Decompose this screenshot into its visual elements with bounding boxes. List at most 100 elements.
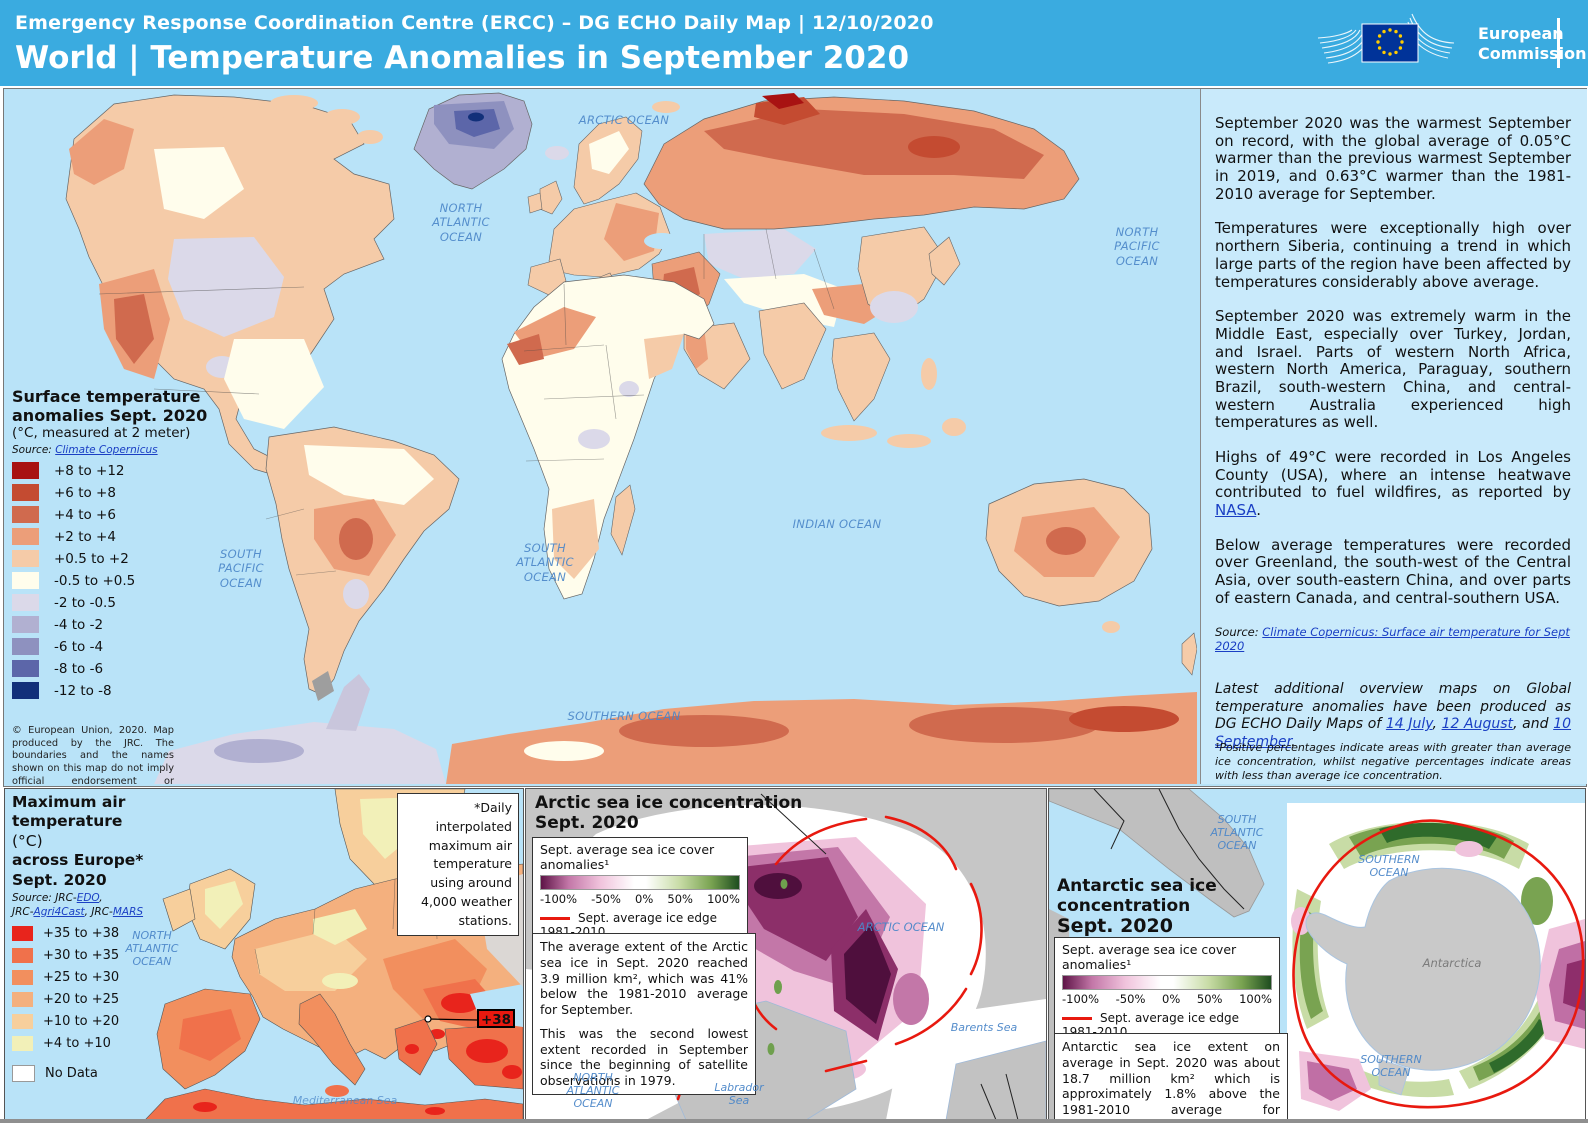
label-north-atlantic: NORTH ATLANTIC OCEAN	[125, 929, 179, 969]
label-north-atlantic-arc: NORTH ATLANTIC OCEAN	[566, 1071, 620, 1111]
map-link-14-july[interactable]: 14 July	[1385, 716, 1433, 732]
europe-note: *Daily interpolated maximum air temperat…	[397, 793, 519, 937]
label-south-atlantic: SOUTH ATLANTIC OCEAN	[1210, 813, 1264, 853]
antarctic-panel: Antarctic sea ice concentration Sept. 20…	[1048, 788, 1586, 1121]
world-map-svg	[65, 92, 1197, 784]
max-temp-callout: +38	[477, 1009, 515, 1028]
mars-link[interactable]: MARS	[112, 905, 144, 918]
legend-row: +4 to +10	[12, 1036, 144, 1052]
legend-swatch	[12, 484, 39, 502]
legend-row: +4 to +6	[12, 506, 208, 524]
nasa-link[interactable]: NASA	[1215, 501, 1257, 520]
ice-scale-ticks: -100% -50% 0% 50% 100%	[1062, 992, 1272, 1006]
legend-swatch	[12, 992, 33, 1008]
agri4cast-link[interactable]: Agri4Cast	[33, 905, 85, 918]
legend-row: No Data	[12, 1065, 144, 1083]
ice-anomaly-gradient	[1062, 975, 1272, 990]
legend-row: -4 to -2	[12, 616, 208, 634]
europe-panel: Maximum air temperature (°C) across Euro…	[4, 788, 524, 1121]
latest-maps-note: Latest additional overview maps on Globa…	[1215, 681, 1572, 750]
map-link-10-september[interactable]: 10 September	[1215, 716, 1572, 750]
legend-swatch	[12, 682, 39, 700]
legend-swatch	[12, 660, 39, 678]
copernicus-link[interactable]: Climate Copernicus	[55, 444, 158, 457]
europe-legend-title: Maximum air temperature (°C) across Euro…	[12, 793, 144, 889]
legend-swatch	[12, 462, 39, 480]
legend-row: +20 to +25	[12, 992, 144, 1008]
ocean-label-south-atlantic: SOUTH ATLANTIC OCEAN	[516, 541, 574, 584]
legend-swatch	[12, 970, 33, 986]
legend-row: +10 to +20	[12, 1014, 144, 1030]
label-southern-ocean-1: SOUTHERN OCEAN	[1358, 853, 1420, 880]
ice-footnote: ¹Positive percentages indicate areas wit…	[1215, 741, 1571, 782]
main-content: ARCTIC OCEAN NORTH ATLANTIC OCEAN NORTH …	[3, 88, 1587, 787]
antarctica-continent	[1305, 867, 1541, 1071]
legend-row: +25 to +30	[12, 970, 144, 986]
legend-swatch	[12, 1014, 33, 1030]
legend-row: -6 to -4	[12, 638, 208, 656]
map-link-12-august[interactable]: 12 August	[1441, 716, 1514, 732]
india-shape	[758, 302, 827, 390]
ocean-label-indian: INDIAN OCEAN	[792, 517, 882, 531]
antarctic-title: Antarctic sea ice concentration Sept. 20…	[1057, 876, 1217, 938]
legend-row: -0.5 to +0.5	[12, 572, 208, 590]
ocean-label-north-atlantic: NORTH ATLANTIC OCEAN	[432, 201, 490, 244]
eu-flag-icon	[1317, 13, 1455, 64]
label-labrador-sea: Labrador Sea	[714, 1081, 764, 1108]
legend-swatch	[12, 638, 39, 656]
europe-legend: Maximum air temperature (°C) across Euro…	[12, 793, 144, 1083]
ice-edge-line-icon	[1062, 1017, 1092, 1020]
ocean-label-southern: SOUTHERN OCEAN	[567, 709, 681, 723]
world-map: ARCTIC OCEAN NORTH ATLANTIC OCEAN NORTH …	[4, 89, 1197, 784]
surface-temp-source-link[interactable]: Climate Copernicus: Surface air temperat…	[1215, 624, 1570, 653]
legend-swatch	[12, 1036, 33, 1052]
legend-row: +6 to +8	[12, 484, 208, 502]
ocean-label-south-pacific: SOUTH PACIFIC OCEAN	[218, 547, 264, 590]
legend-swatch	[12, 528, 39, 546]
header: Emergency Response Coordination Centre (…	[0, 0, 1588, 86]
paragraph: September 2020 was extremely warm in the…	[1215, 307, 1571, 432]
legend-row: +2 to +4	[12, 528, 208, 546]
arctic-title: Arctic sea ice concentration Sept. 2020	[535, 793, 803, 833]
label-barents-sea: Barents Sea	[950, 1021, 1018, 1034]
label-antarctica: Antarctica	[1422, 956, 1482, 970]
sidebar-text: September 2020 was the warmest September…	[1215, 114, 1571, 653]
edo-link[interactable]: EDO	[76, 891, 100, 904]
legend-row: -12 to -8	[12, 682, 208, 700]
legend-swatch	[12, 926, 33, 942]
legend-row: +30 to +35	[12, 948, 144, 964]
logo-divider	[1557, 18, 1560, 68]
paragraph: Below average temperatures were recorded…	[1215, 535, 1571, 607]
ice-edge-line-icon	[540, 917, 570, 920]
ice-scale-ticks: -100% -50% 0% 50% 100%	[540, 892, 740, 906]
footer-bar	[0, 1119, 1588, 1123]
copyright-note: © European Union, 2020. Map produced by …	[12, 725, 174, 784]
arctic-panel: Arctic sea ice concentration Sept. 2020 …	[525, 788, 1047, 1121]
legend-row: +35 to +38	[12, 926, 144, 942]
ice-anomaly-gradient	[540, 875, 740, 890]
sidebar: September 2020 was the warmest September…	[1200, 89, 1587, 784]
legend-swatch	[12, 506, 39, 524]
sidebar-source: Source: Climate Copernicus: Surface air …	[1215, 624, 1570, 653]
paragraph: Temperatures were exceptionally high ove…	[1215, 219, 1571, 291]
antarctic-body: Antarctic sea ice extent on average in S…	[1054, 1033, 1288, 1120]
legend-row: -8 to -6	[12, 660, 208, 678]
label-arctic-ocean: ARCTIC OCEAN	[857, 920, 945, 934]
ocean-label-arctic: ARCTIC OCEAN	[578, 113, 670, 127]
label-mediterranean: Mediterranean Sea	[292, 1094, 398, 1107]
legend-swatch	[12, 948, 33, 964]
ec-logo-text: European Commission	[1478, 24, 1587, 63]
legend-title: Surface temperature anomalies Sept. 2020	[12, 387, 208, 426]
paragraph: Highs of 49°C were recorded in Los Angel…	[1215, 448, 1571, 520]
legend-source: Source: Climate Copernicus	[12, 444, 158, 457]
legend-swatch	[12, 1065, 35, 1083]
legend-swatch	[12, 616, 39, 634]
ocean-label-north-pacific: NORTH PACIFIC OCEAN	[1114, 225, 1160, 268]
europe-legend-source: Source: JRC-EDO, JRC-Agri4Cast, JRC-MARS	[12, 891, 144, 918]
legend-row: -2 to -0.5	[12, 594, 208, 612]
label-southern-ocean-2: SOUTHERN OCEAN	[1360, 1053, 1422, 1080]
legend-swatch	[12, 550, 39, 568]
temperature-legend: Surface temperature anomalies Sept. 2020…	[12, 387, 208, 700]
italy-shape	[298, 993, 366, 1086]
